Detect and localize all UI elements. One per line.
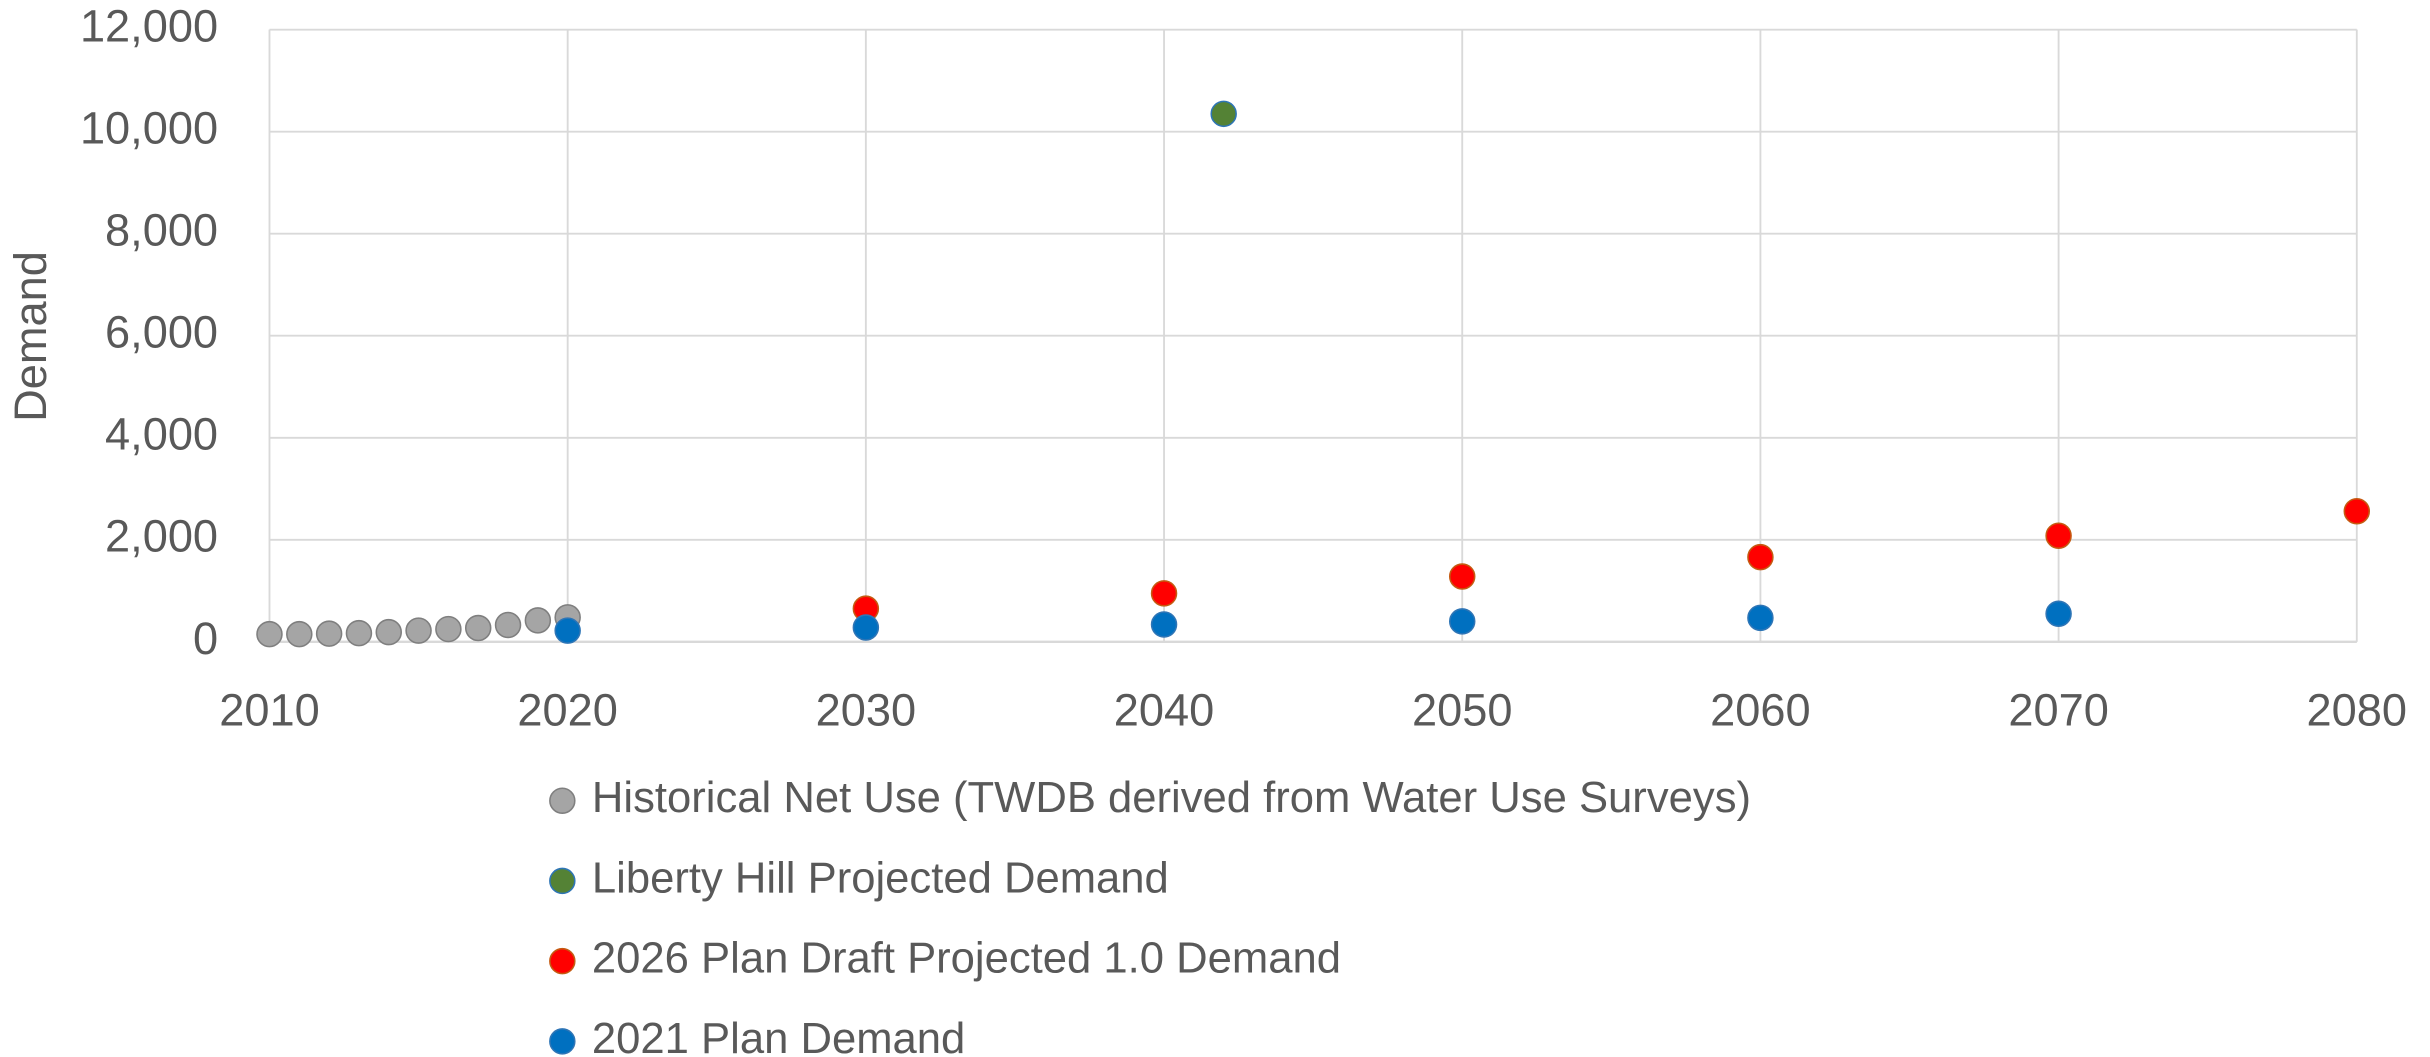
x-tick-label: 2010 <box>219 684 319 735</box>
y-tick-label: 8,000 <box>105 205 218 256</box>
legend-label: 2021 Plan Demand <box>592 1015 965 1057</box>
point <box>554 617 581 644</box>
legend-label: 2026 Plan Draft Projected 1.0 Demand <box>592 935 1341 983</box>
point <box>1150 611 1178 638</box>
x-tick-label: 2080 <box>2307 684 2407 735</box>
point <box>464 614 492 642</box>
y-tick-label: 2,000 <box>105 511 218 562</box>
point <box>1448 608 1476 635</box>
y-tick-label: 0 <box>193 613 218 664</box>
point <box>1448 563 1476 590</box>
x-tick-label: 2040 <box>1114 684 1214 735</box>
x-tick-label: 2020 <box>517 684 617 735</box>
legend-marker <box>549 1028 576 1055</box>
legend-label: Historical Net Use (TWDB derived from Wa… <box>592 774 1751 822</box>
x-tick-label: 2050 <box>1412 684 1512 735</box>
legend-marker <box>549 947 576 975</box>
y-tick-label: 12,000 <box>80 1 218 52</box>
point <box>2343 497 2371 525</box>
point <box>1150 580 1178 607</box>
x-tick-label: 2070 <box>2008 684 2108 735</box>
point <box>524 607 552 634</box>
point <box>345 619 373 647</box>
point <box>494 611 522 639</box>
point <box>2045 600 2072 628</box>
legend-marker <box>549 787 576 814</box>
point <box>286 620 313 648</box>
y-axis-label: Demand <box>5 251 56 422</box>
x-tick-label: 2060 <box>1710 684 1810 735</box>
point <box>1747 543 1774 571</box>
x-tick-label: 2030 <box>816 684 916 735</box>
y-tick-label: 4,000 <box>105 409 218 460</box>
point <box>256 620 283 648</box>
point <box>435 615 462 643</box>
y-tick-label: 6,000 <box>105 307 218 358</box>
y-tick-label: 10,000 <box>80 103 218 154</box>
legend-marker <box>549 867 576 895</box>
point <box>1210 100 1237 128</box>
point <box>1747 604 1774 632</box>
point <box>405 617 432 644</box>
point <box>315 620 343 647</box>
point <box>852 614 880 641</box>
legend-label: Liberty Hill Projected Demand <box>592 854 1169 902</box>
point <box>2045 522 2072 549</box>
point <box>375 618 402 646</box>
